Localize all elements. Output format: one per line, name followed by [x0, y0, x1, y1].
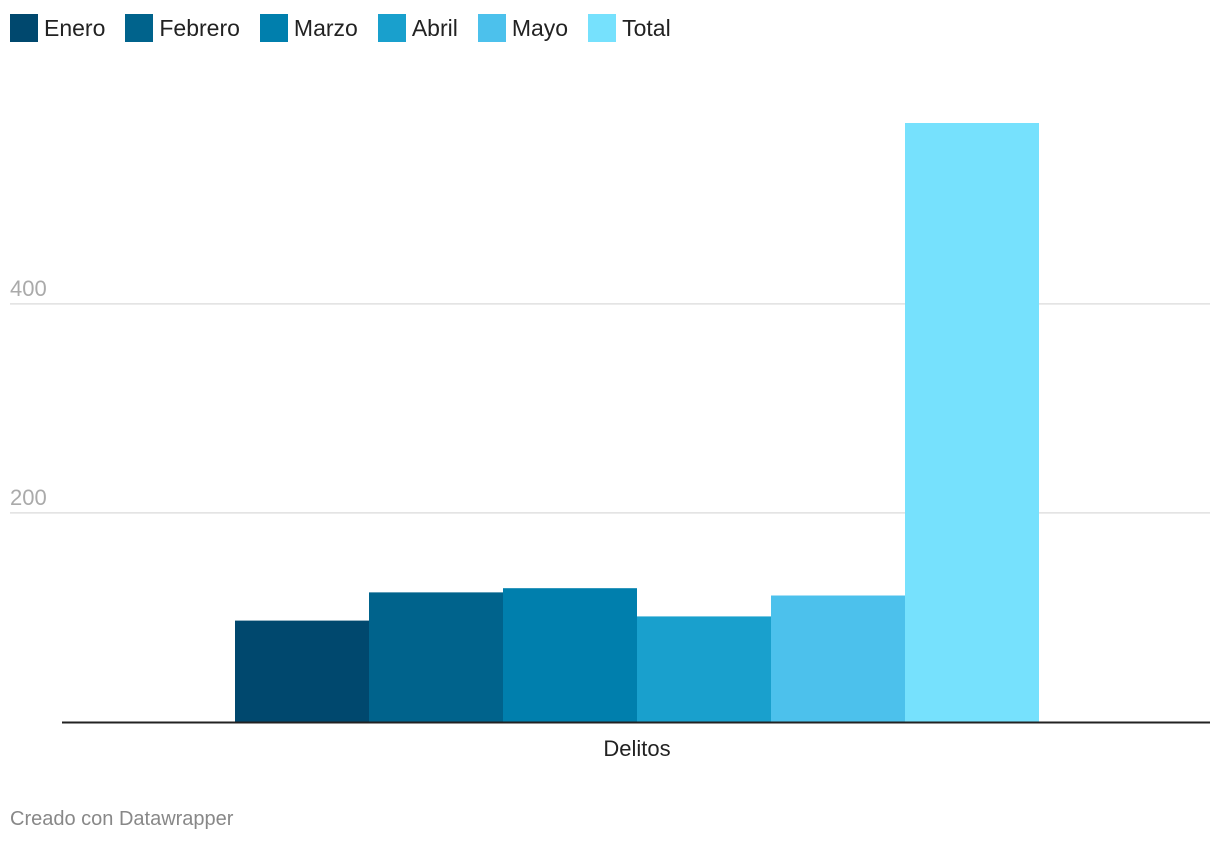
- legend-item-febrero: Febrero: [125, 14, 240, 42]
- y-tick-label: 200: [10, 485, 47, 510]
- legend-swatch: [10, 14, 38, 42]
- legend-item-marzo: Marzo: [259, 14, 358, 42]
- bar-marzo: [503, 588, 637, 722]
- bar-total: [905, 123, 1039, 722]
- legend-label: Abril: [411, 15, 458, 41]
- legend-label: Enero: [44, 15, 106, 41]
- legend-item-abril: Abril: [377, 14, 458, 42]
- bar-abril: [637, 616, 771, 722]
- legend-label: Total: [622, 15, 671, 41]
- legend-swatch: [125, 14, 154, 42]
- chart-legend: Enero Febrero Marzo Abril Mayo Total: [10, 14, 691, 42]
- legend-swatch: [588, 14, 617, 42]
- legend-swatch: [377, 14, 406, 42]
- legend-swatch: [477, 14, 506, 42]
- bar-enero: [235, 620, 369, 722]
- legend-label: Febrero: [159, 15, 240, 41]
- legend-item-total: Total: [588, 14, 671, 42]
- legend-label: Mayo: [511, 15, 569, 41]
- y-tick-label: 400: [10, 276, 47, 301]
- legend-item-enero: Enero: [10, 14, 105, 42]
- bar-mayo: [771, 595, 905, 722]
- legend-label: Marzo: [293, 15, 358, 41]
- x-axis: Delitos: [62, 721, 1210, 761]
- bar-febrero: [369, 592, 503, 722]
- legend-item-mayo: Mayo: [477, 14, 569, 42]
- legend-swatch: [259, 14, 288, 42]
- x-category-label: Delitos: [603, 736, 670, 761]
- credit-text: Creado con Datawrapper: [10, 808, 234, 830]
- bars: [235, 123, 1039, 722]
